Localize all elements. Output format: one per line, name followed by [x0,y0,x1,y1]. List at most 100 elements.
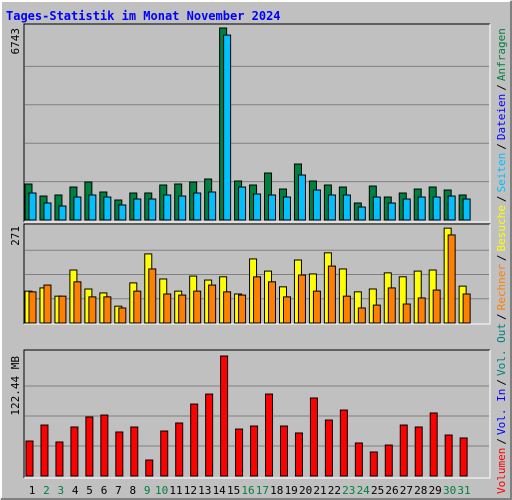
y-tick-label: 6743 [9,28,22,55]
legend-entry: Rechner [495,264,508,311]
bar [103,196,112,221]
y-tick-label: 122.44 MB [9,356,22,416]
x-tick-label: 2 [43,484,50,497]
bar [238,294,247,324]
bar [447,234,456,324]
bar [447,195,456,221]
bar [384,444,393,477]
legend-separator: / [495,143,508,150]
bar [205,393,214,477]
x-tick-label: 29 [429,484,442,497]
bar [414,426,423,477]
panel-frame-light [24,350,491,479]
bar [279,425,288,477]
bar [444,434,453,477]
bar [178,294,187,324]
bar [312,189,321,221]
bar [235,428,244,477]
bar [40,424,49,477]
x-tick-label: 21 [313,484,326,497]
bar [118,204,127,221]
bar [250,425,259,477]
x-tick-label: 8 [129,484,136,497]
bar [402,303,411,324]
bar [133,290,142,324]
x-tick-label: 7 [115,484,122,497]
legend-entry: Vol. In [495,389,508,435]
bar [73,281,82,324]
x-tick-label: 23 [342,484,355,497]
x-tick-label: 27 [400,484,413,497]
bar [43,202,52,221]
legend-entry: Volumen [495,448,508,494]
bar [223,291,232,324]
bar [268,194,277,221]
x-tick-label: 11 [169,484,182,497]
bar [178,195,187,221]
bar [118,307,127,324]
legend-entry: Seiten [495,153,508,193]
panel-frame-light [24,224,491,325]
x-tick-label: 31 [457,484,470,497]
bar [357,307,366,324]
bar [268,281,277,324]
bar [148,198,157,221]
bar [88,194,97,221]
x-tick-label: 28 [414,484,427,497]
bar [387,202,396,221]
bar [163,293,172,324]
legend-entry: Besuche [495,205,508,251]
bar [402,198,411,221]
legend-entry: Vol. Out [495,323,508,376]
bar [312,290,321,324]
bar [190,403,199,477]
x-tick-label: 18 [270,484,283,497]
bar [387,287,396,324]
bar [417,297,426,324]
legend-entry: Dateien [495,94,508,140]
bar [327,194,336,221]
bar [282,296,291,324]
bar [208,284,217,324]
x-tick-label: 10 [155,484,168,497]
x-tick-label: 14 [213,484,227,497]
bar [297,174,306,221]
bar [354,442,363,477]
y-tick-label: 271 [9,226,22,246]
bar [253,276,262,324]
x-tick-label: 6 [101,484,108,497]
legend-separator: / [495,195,508,202]
legend: Volumen / Vol. In / Vol. Out / Rechner / Besuche… [495,28,508,494]
bar [100,414,109,477]
panel-frame-light [24,24,491,223]
bar [133,198,142,221]
bar [324,419,333,477]
bar [25,440,34,477]
legend-separator: / [495,438,508,445]
panel-frame-dark [23,23,490,222]
bar [28,291,37,324]
x-tick-label: 22 [328,484,341,497]
bar [43,284,52,324]
legend-separator: / [495,313,508,320]
legend-entry: Anfragen [495,28,508,81]
x-tick-label: 12 [184,484,197,497]
bar [208,191,217,221]
bar [342,295,351,324]
bar [223,34,232,221]
bar [357,206,366,221]
bar [175,422,184,477]
x-tick-label: 16 [241,484,254,497]
x-tick-label: 3 [57,484,64,497]
x-tick-label: 17 [256,484,269,497]
legend-separator: / [495,379,508,386]
bar [417,196,426,221]
x-tick-label: 25 [371,484,384,497]
bar [282,196,291,221]
x-tick-label: 20 [299,484,312,497]
x-tick-label: 24 [357,484,371,497]
bar [309,397,318,477]
x-tick-label: 26 [385,484,398,497]
